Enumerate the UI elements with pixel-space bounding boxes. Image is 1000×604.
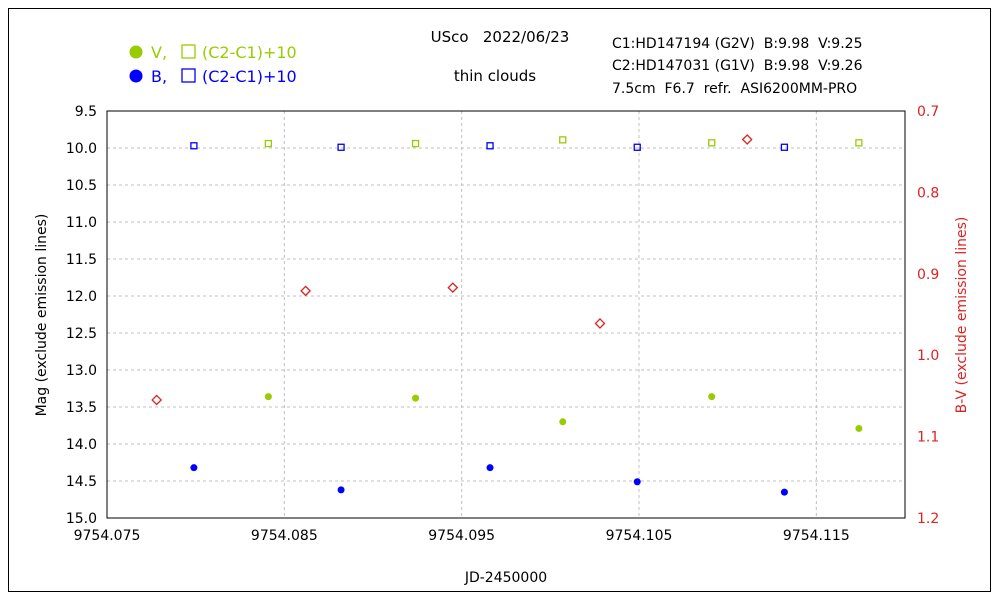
legend: V, (C2-C1)+10 B, (C2-C1)+10 <box>129 43 297 86</box>
b-check-point <box>780 143 789 151</box>
legend-b-label: B, <box>151 67 167 86</box>
b-point <box>486 464 494 472</box>
b-point <box>633 478 641 486</box>
b-check-point <box>633 143 641 151</box>
bv-point <box>300 285 312 297</box>
bv-point <box>594 318 606 329</box>
b-check-point <box>337 143 345 151</box>
legend-b-marker <box>129 69 143 83</box>
y-tick-label: 13.5 <box>66 400 97 416</box>
y-tick-label: 9.5 <box>75 104 97 120</box>
b-point <box>337 486 345 494</box>
y-tick-label: 11.5 <box>66 252 97 268</box>
x-axis-title: JD-2450000 <box>464 570 547 586</box>
v-check-point <box>264 139 273 148</box>
plot-area <box>106 110 906 519</box>
y-tick-label: 10.5 <box>66 178 97 194</box>
x-tick-label: 9754.095 <box>428 528 495 544</box>
v-point <box>264 393 272 401</box>
y-tick-label: 13.0 <box>66 363 97 379</box>
y-tick-label: 14.5 <box>66 474 97 490</box>
y2-tick-label: 0.7 <box>917 104 939 120</box>
legend-v-label: V, <box>151 43 167 62</box>
b-point <box>190 464 198 472</box>
outer-border <box>8 8 991 592</box>
y2-tick-label: 1.0 <box>917 348 939 364</box>
v-check-point <box>411 139 420 148</box>
legend-b-check-marker <box>181 68 196 83</box>
x-tick-label: 9754.105 <box>606 528 673 544</box>
v-point <box>708 393 716 401</box>
y2-tick-label: 0.9 <box>917 267 939 283</box>
b-check-point <box>190 142 198 150</box>
x-tick-label: 9754.075 <box>74 528 141 544</box>
y-tick-label: 14.0 <box>66 437 97 453</box>
legend-v-marker <box>129 45 143 59</box>
legend-v-check-label: (C2-C1)+10 <box>202 43 297 62</box>
grid <box>107 111 905 518</box>
v-check-point <box>855 139 863 147</box>
axes: 9754.075 9754.085 9754.095 9754.105 9754.115… <box>66 104 939 544</box>
y-tick-label: 12.0 <box>66 289 97 305</box>
bv-point <box>447 282 459 294</box>
weather-note: thin clouds <box>454 67 536 85</box>
data-marks <box>151 134 863 496</box>
v-point <box>412 394 420 402</box>
y2-tick-label: 0.8 <box>917 185 939 201</box>
v-check-point <box>708 139 716 147</box>
y2-tick-label: 1.2 <box>917 511 939 527</box>
y2-axis-title: B-V (exclude emission lines) <box>954 217 970 414</box>
y-tick-label: 12.5 <box>66 326 97 342</box>
x-tick-label: 9754.115 <box>783 528 850 544</box>
equipment-info: 7.5cm F6.7 refr. ASI6200MM-PRO <box>612 81 857 97</box>
chart-title: USco 2022/06/23 <box>431 28 570 46</box>
bv-point <box>741 134 753 145</box>
y-tick-label: 11.0 <box>66 215 97 231</box>
v-point <box>855 424 863 432</box>
b-check-point <box>486 142 494 150</box>
legend-v-check-marker <box>181 44 196 59</box>
x-tick-label: 9754.085 <box>251 528 318 544</box>
y2-tick-label: 1.1 <box>917 430 939 446</box>
y-axis-title: Mag (exclude emission lines) <box>34 214 50 417</box>
y-tick-label: 10.0 <box>66 141 97 157</box>
y-tick-label: 15.0 <box>66 511 97 527</box>
comparison-star-1: C1:HD147194 (G2V) B:9.98 V:9.25 <box>612 36 862 52</box>
b-point <box>780 488 788 496</box>
bv-point <box>151 394 163 406</box>
v-point <box>559 418 567 426</box>
v-check-point <box>559 136 567 144</box>
comparison-star-2: C2:HD147031 (G1V) B:9.98 V:9.26 <box>612 58 863 74</box>
legend-b-check-label: (C2-C1)+10 <box>202 67 297 86</box>
